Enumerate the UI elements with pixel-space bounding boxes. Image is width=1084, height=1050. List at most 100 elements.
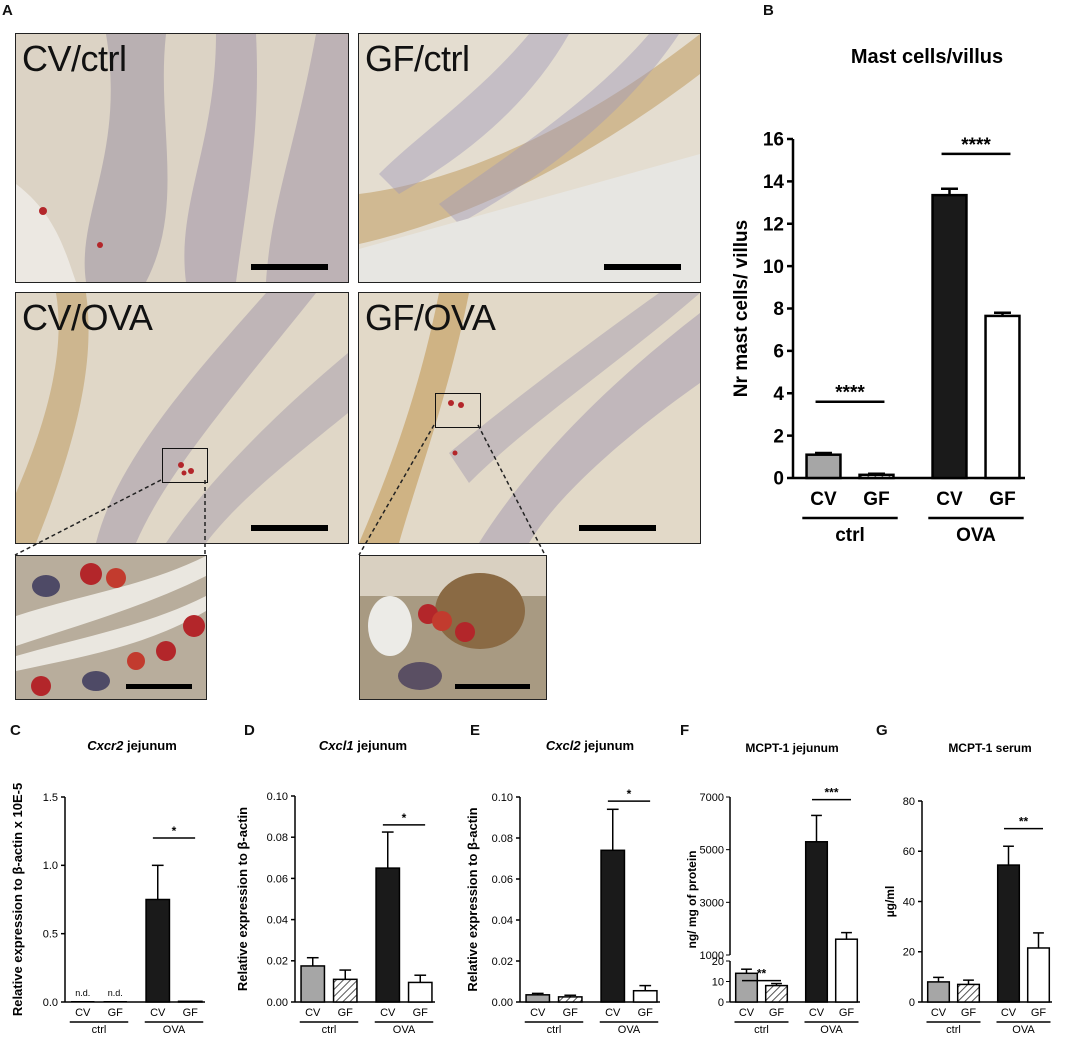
significance-stars: ** [757,967,767,981]
y-tick-label: 16 [763,130,784,151]
micrograph-label: GF/ctrl [365,38,470,79]
panel-letter-e: E [470,722,481,739]
x-tick-label: CV [1001,1007,1017,1019]
micrograph-cv-ova: CV/OVA [15,292,349,544]
y-tick-label: 0 [718,997,724,1009]
bar [332,978,358,1003]
zoom-inset-cv-ova [15,555,207,700]
y-tick-label: 14 [763,172,785,193]
x-tick-label: CV [305,1007,321,1019]
chart-title-rest: jejunum [123,738,176,753]
bar [764,984,789,1003]
chart-title-rest: jejunum [581,738,634,753]
y-tick-label: 40 [903,896,915,908]
bar [177,1000,203,1003]
y-tick-label: 0 [773,469,784,490]
x-tick-label: GF [183,1007,199,1019]
chart-b: Mast cells/villus Nr mast cells/ villus 0 2… [731,46,1025,546]
chart-title: Cxcr2 jejunum [87,738,177,753]
zoom-inset-image [360,556,546,699]
bar [1026,947,1051,1003]
panel-letter-d: D [244,722,255,739]
y-axis-label: Relative expression to β-actin x 10E-5 [10,783,25,1016]
y-tick-label: 0.06 [492,874,513,886]
scale-bar [604,264,681,270]
y-tick-label: 0.08 [267,832,288,844]
chart-d: Cxcl1 jejunum Relative expression to β-ac… [235,738,435,1036]
group-label: OVA [820,1024,843,1036]
group-label: ctrl [946,1024,961,1036]
nd-annotation: n.d. [108,988,123,998]
bar [858,473,895,480]
y-axis-label: Relative expression to β-actin [235,807,250,991]
y-axis-label: Relative expression to β-actin [465,807,480,991]
chart-f: MCPT-1 jejunum ng/ mg of protein 0 10 201000… [685,741,860,1036]
scale-bar [251,525,328,531]
group-label: ctrl [322,1024,337,1036]
panel-letter-g: G [876,722,888,739]
y-tick-label: 1.5 [43,792,58,804]
chart-title: Mast cells/villus [851,46,1003,68]
y-tick-label: 5000 [700,845,724,857]
significance-stars: ** [1019,815,1029,829]
group-label: OVA [956,525,996,546]
y-tick-label: 0.10 [492,792,513,804]
tissue-image-cv-ctrl [16,34,348,282]
group-label: ctrl [835,525,865,546]
bar [805,453,842,480]
x-tick-label: CV [936,489,963,510]
bar [71,1001,95,1002]
bar [103,1001,127,1002]
y-tick-label: 6 [773,342,784,363]
x-tick-label: CV [380,1007,396,1019]
bar [834,938,859,1003]
x-tick-label: CV [150,1007,166,1019]
y-tick-label: 8 [773,299,784,320]
tissue-image-gf-ctrl [359,34,700,282]
zoom-inset-image [16,556,206,699]
y-tick-label: 0 [909,997,915,1009]
scale-bar [579,525,656,531]
chart-title: MCPT-1 serum [948,741,1031,755]
x-tick-label: CV [75,1007,91,1019]
y-tick-label: 0.04 [267,914,288,926]
y-tick-label: 1000 [700,950,724,962]
zoom-region-box [435,393,481,428]
panel-letter-a: A [2,2,13,19]
bar [734,972,759,1003]
chart-title-gene: Cxcl2 [546,738,581,753]
bar [956,983,981,1003]
y-tick-label: 20 [712,956,724,968]
panel-letter-f: F [680,722,690,739]
x-tick-label: GF [863,489,889,510]
y-tick-label: 7000 [700,792,724,804]
bar [375,867,401,1003]
y-tick-label: 1.0 [43,860,58,872]
bar [804,841,829,1003]
tissue-image-cv-ova [16,293,348,543]
x-tick-label: CV [530,1007,546,1019]
x-tick-label: GF [413,1007,429,1019]
chart-title: MCPT-1 jejunum [745,741,838,755]
x-tick-label: CV [809,1007,825,1019]
chart-e: Cxcl2 jejunum Relative expression to β-ac… [465,738,660,1036]
group-label: ctrl [754,1024,769,1036]
zoom-connectors [14,424,546,556]
y-tick-label: 80 [903,796,915,808]
y-tick-label: 0.06 [267,873,288,885]
bar [300,965,326,1003]
micrograph-label: CV/ctrl [22,38,127,79]
scale-bar [251,264,328,270]
bar [557,996,583,1003]
x-tick-label: CV [739,1007,755,1019]
x-tick-label: GF [108,1007,124,1019]
zoom-inset-gf-ova [359,555,547,700]
micrograph-label: CV/OVA [22,297,153,338]
y-tick-label: 2 [773,426,784,447]
y-tick-label: 0.02 [267,956,288,968]
x-tick-label: CV [810,489,837,510]
x-tick-label: GF [961,1007,977,1019]
significance-stars: * [402,811,407,825]
significance-stars: **** [835,383,865,404]
